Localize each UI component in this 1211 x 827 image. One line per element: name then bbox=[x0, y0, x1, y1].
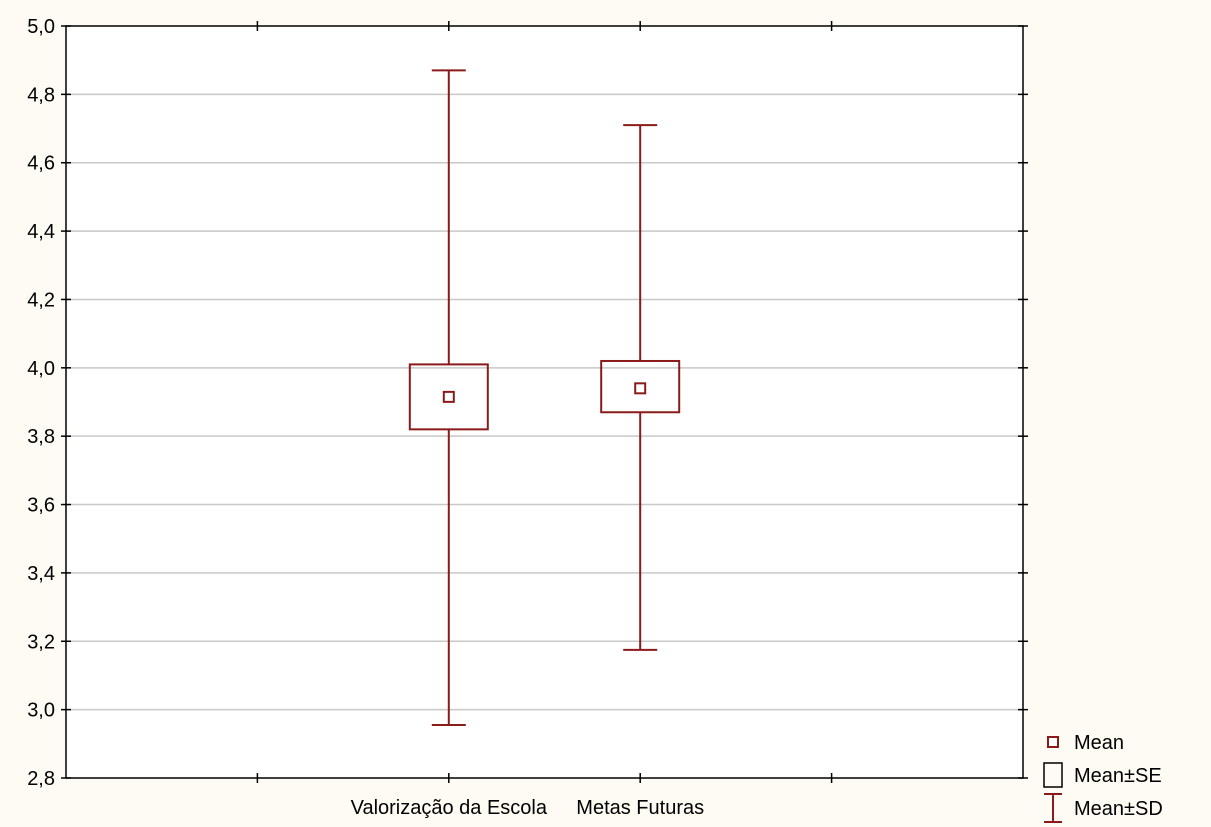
plot-background bbox=[66, 26, 1023, 778]
x-category-label: Metas Futuras bbox=[576, 797, 704, 819]
y-tick-label: 3,4 bbox=[27, 563, 55, 585]
y-tick-label: 4,8 bbox=[27, 84, 55, 106]
plot-area: 2,8 3,0 3,2 3,4 3,6 3,8 4,0 4,2 4,4 4,6 4,8 5,0 Val… bbox=[27, 16, 1028, 819]
y-tick-label: 2,8 bbox=[27, 768, 55, 790]
x-axis: Valorização da Escola Metas Futuras bbox=[256, 21, 833, 819]
legend-se-swatch bbox=[1043, 762, 1063, 788]
legend-label: Mean±SE bbox=[1074, 765, 1162, 787]
y-tick-label: 4,2 bbox=[27, 289, 55, 311]
y-axis: 2,8 3,0 3,2 3,4 3,6 3,8 4,0 4,2 4,4 4,6 4,8 5,0 bbox=[27, 16, 1028, 790]
y-tick-label: 4,4 bbox=[27, 221, 55, 243]
y-tick-label: 4,0 bbox=[27, 358, 55, 380]
y-tick-label: 3,0 bbox=[27, 700, 55, 722]
mean-marker bbox=[634, 382, 647, 395]
y-tick-label: 3,6 bbox=[27, 495, 55, 517]
mean-marker bbox=[442, 390, 455, 403]
y-tick-label: 3,8 bbox=[27, 426, 55, 448]
series-marks bbox=[408, 69, 681, 727]
y-tick-label: 4,6 bbox=[27, 153, 55, 175]
se-box bbox=[600, 359, 681, 414]
legend: Mean Mean±SE Mean±SD bbox=[1043, 732, 1163, 823]
legend-mean-swatch bbox=[1047, 736, 1059, 748]
y-tick-label: 5,0 bbox=[27, 16, 55, 38]
y-tick-label: 3,2 bbox=[27, 631, 55, 653]
x-category-label: Valorização da Escola bbox=[351, 797, 548, 819]
legend-label: Mean bbox=[1074, 732, 1124, 754]
grid-lines bbox=[66, 93, 1023, 711]
plot-frame bbox=[65, 25, 1024, 779]
se-box bbox=[408, 363, 489, 431]
legend-label: Mean±SD bbox=[1074, 798, 1163, 820]
